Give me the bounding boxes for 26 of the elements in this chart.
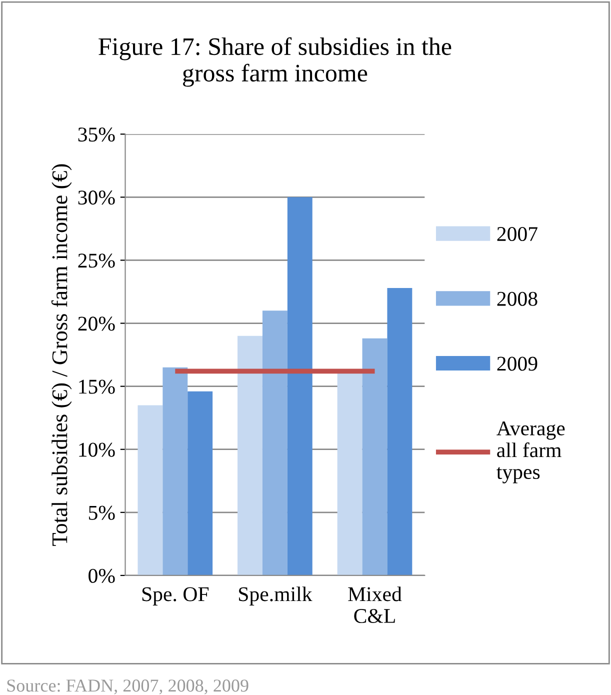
y-axis-title: Total subsidies (€) / Gross farm income (€) <box>51 164 72 546</box>
x-tick-label: Spe. OF <box>142 587 209 606</box>
source-note: Source: FADN, 2007, 2008, 2009 <box>7 680 248 694</box>
y-tick-label: 30% <box>78 190 115 205</box>
y-tick-label: 5% <box>88 506 115 520</box>
y-tick-label: 15% <box>79 380 115 394</box>
bar <box>287 197 312 576</box>
legend-label: 2009 <box>497 356 538 371</box>
legend-label: Average all farm types <box>496 421 565 484</box>
x-tick-label: Spe.milk <box>239 586 312 606</box>
bar <box>387 288 412 576</box>
x-tick-label: Mixed C&L <box>348 586 402 624</box>
bar <box>238 336 262 576</box>
chart-title: Figure 17: Share of subsidies in the gross farm income <box>98 37 452 87</box>
legend-label: 2008 <box>497 292 538 306</box>
y-tick-label: 0% <box>88 568 115 583</box>
bar <box>162 367 188 576</box>
bar <box>138 405 163 576</box>
bar <box>188 391 213 576</box>
legend-label: 2007 <box>497 226 538 242</box>
y-tick-label: 10% <box>79 442 115 457</box>
bar <box>362 338 388 576</box>
y-tick-label: 25% <box>78 254 115 268</box>
bar <box>262 310 288 576</box>
y-tick-label: 20% <box>78 316 115 331</box>
y-tick-label: 35% <box>78 128 115 142</box>
